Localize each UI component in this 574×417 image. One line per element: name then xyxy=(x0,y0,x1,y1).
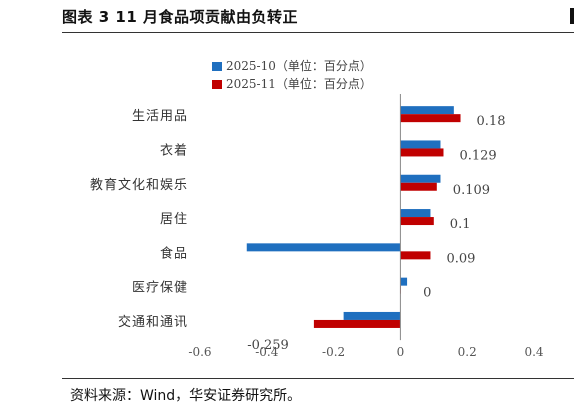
bar-2025-10 xyxy=(400,277,408,286)
x-tick-label: 0.4 xyxy=(524,345,543,359)
category-label: 教育文化和娱乐 xyxy=(90,177,188,193)
x-tick-label: -0.6 xyxy=(188,345,211,359)
bar-chart: 2025-10（单位：百分点） 2025-11（单位：百分点） 生活用品 0.18 衣着… xyxy=(90,58,544,359)
bar-2025-10 xyxy=(400,209,431,218)
bar-2025-10 xyxy=(343,311,401,320)
category-label: 医疗保健 xyxy=(132,281,188,296)
data-label: 0.18 xyxy=(477,114,506,129)
bar-2025-11 xyxy=(400,217,434,226)
legend-swatch xyxy=(212,62,222,71)
category-label: 食品 xyxy=(160,245,188,261)
legend-label: 2025-10（单位：百分点） xyxy=(226,58,372,73)
category-label: 衣着 xyxy=(160,142,188,158)
x-tick-label: -0.2 xyxy=(322,345,345,359)
x-tick-label: -0.4 xyxy=(255,345,279,359)
x-tick-label: 0.2 xyxy=(458,345,477,359)
bar-2025-10 xyxy=(400,140,441,149)
data-label: 0.09 xyxy=(446,251,475,266)
category-label: 生活用品 xyxy=(132,109,188,124)
title-rule xyxy=(62,32,574,33)
data-label: 0.1 xyxy=(450,217,471,232)
bar-2025-10 xyxy=(400,106,454,115)
bar-2025-11 xyxy=(313,319,401,328)
x-tick-label: 0 xyxy=(397,345,405,359)
data-label: -0.259 xyxy=(247,338,289,353)
data-label: 0.109 xyxy=(453,183,490,198)
bar-2025-11 xyxy=(400,114,461,123)
source-note: 资料来源：Wind，华安证券研究所。 xyxy=(70,388,302,404)
bar-2025-10 xyxy=(400,174,441,183)
bar-2025-11 xyxy=(400,148,444,157)
category-label: 居住 xyxy=(160,212,188,227)
page-title: 图表 3 11 月食品项贡献由负转正 xyxy=(62,8,298,26)
legend-label: 2025-11（单位：百分点） xyxy=(226,76,372,91)
data-label: 0.129 xyxy=(459,148,496,163)
bar-2025-10 xyxy=(246,243,401,252)
corner-mark xyxy=(570,8,574,24)
category-label: 交通和通讯 xyxy=(118,314,188,330)
title-bar: 图表 3 11 月食品项贡献由负转正 xyxy=(62,6,574,28)
bar-2025-11 xyxy=(400,251,431,260)
footer-rule xyxy=(62,378,574,379)
bar-2025-11 xyxy=(400,182,437,191)
data-label: 0 xyxy=(423,286,431,301)
legend-swatch xyxy=(212,80,222,89)
